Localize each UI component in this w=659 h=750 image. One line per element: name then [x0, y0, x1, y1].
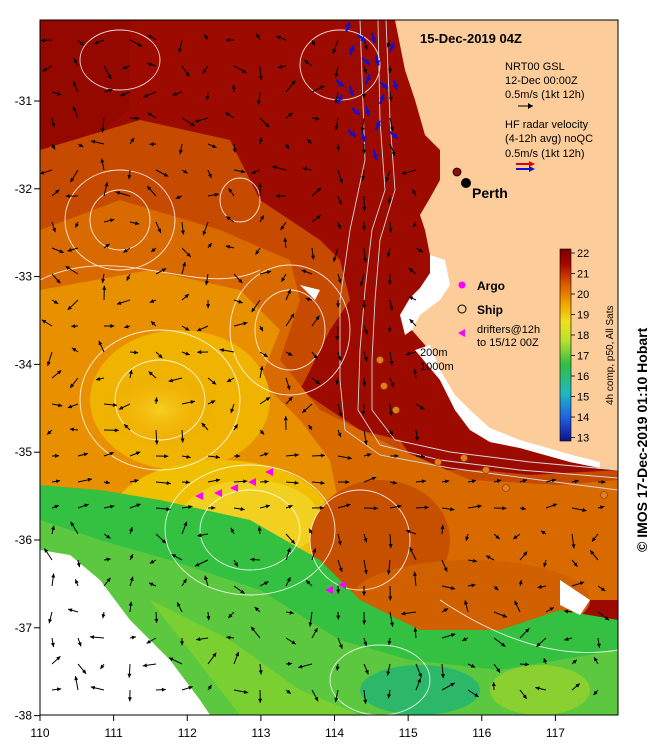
colorbar-tick-label: 19: [577, 310, 589, 322]
legend-drifters-line1: drifters@12h: [477, 324, 540, 336]
x-tick-label: 115: [399, 726, 418, 740]
plot-frame: [39, 19, 619, 716]
y-tick-label: -32: [15, 182, 33, 196]
legend-model-line1: NRT00 GSL: [505, 61, 565, 73]
model-velocity-arrows: [39, 33, 610, 704]
x-tick-label: 117: [546, 726, 565, 740]
legend-ship: Ship: [477, 303, 503, 317]
isobath-200m-label: 200m: [420, 347, 448, 359]
x-tick-label: 113: [251, 726, 270, 740]
drifter-markers: [195, 468, 346, 594]
colorbar: [559, 248, 572, 442]
perth-station-marker: [452, 167, 462, 177]
y-tick-label: -35: [15, 445, 33, 459]
y-tick-label: -33: [15, 270, 33, 284]
x-tick-label: 116: [472, 726, 491, 740]
y-tick-label: -31: [15, 94, 33, 108]
x-tick-label: 110: [30, 726, 49, 740]
legend-argo: Argo: [477, 279, 505, 293]
colorbar-tick-label: 15: [577, 392, 589, 404]
colorbar-tick-label: 20: [577, 289, 589, 301]
ssh-contours: [39, 29, 619, 716]
colorbar-tick-label: 16: [577, 371, 589, 383]
axis-ticks: 110 111 112 113 114 115 116 117 -31 -32 -33 -34 -35 -…: [15, 94, 566, 740]
colorbar-tick-label: 14: [577, 412, 589, 424]
ship-track: [376, 356, 608, 499]
legend-model-line3: 0.5m/s (1kt 12h): [505, 89, 584, 101]
colorbar-tick-label: 22: [577, 248, 589, 260]
y-tick-label: -36: [15, 533, 33, 547]
perth-label: Perth: [472, 185, 508, 201]
hf-radar-arrows: [335, 22, 399, 160]
colorbar-tick-label: 17: [577, 351, 589, 363]
colorbar-tick-label: 13: [577, 433, 589, 445]
y-tick-label: -38: [15, 709, 33, 723]
legend-model-arrow: [518, 103, 533, 109]
colorbar-tick-label: 21: [577, 269, 589, 281]
credit-text: © IMOS 17-Dec-2019 01:10 Hobart: [634, 327, 650, 552]
isobaths: [339, 19, 619, 491]
legend-radar-line1: HF radar velocity: [505, 119, 589, 131]
legend-model-line2: 12-Dec 00:00Z: [505, 75, 578, 87]
legend-drifters-line2: to 15/12 00Z: [477, 337, 539, 349]
x-tick-label: 114: [325, 726, 344, 740]
colorbar-label: 4h comp, p50, All Sats: [605, 305, 616, 405]
legend-radar-line3: 0.5m/s (1kt 12h): [505, 148, 584, 160]
map-title: 15-Dec-2019 04Z: [420, 31, 522, 46]
drifter-legend-icon: [458, 329, 465, 337]
colorbar-tick-label: 18: [577, 330, 589, 342]
argo-legend-icon: [458, 281, 466, 289]
colorbar-ticks: 22 21 20 19 18 17 16 15 14 13: [571, 248, 589, 445]
isobath-1000m-label: 1000m: [420, 361, 454, 373]
perth-marker: [461, 178, 471, 188]
x-tick-label: 111: [105, 726, 124, 740]
ship-legend-icon: [457, 304, 467, 314]
legend-radar-arrows: [516, 161, 535, 172]
legend-radar-line2: (4-12h avg) noQC: [505, 133, 593, 145]
y-tick-label: -34: [15, 357, 33, 371]
y-tick-label: -37: [15, 621, 33, 635]
x-tick-label: 112: [178, 726, 197, 740]
